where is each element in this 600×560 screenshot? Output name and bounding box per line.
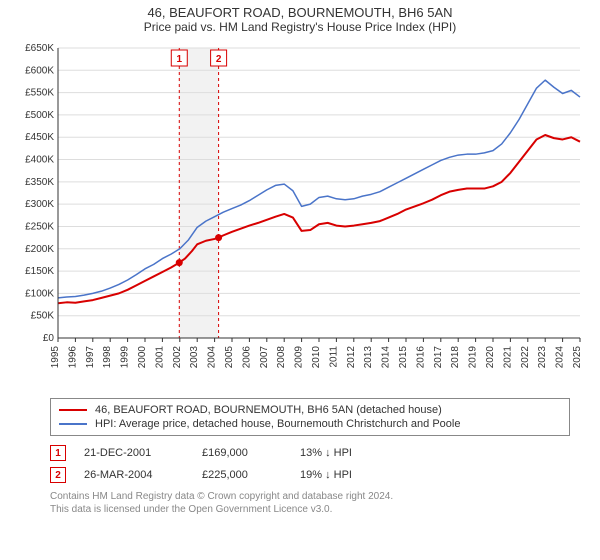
svg-text:2025: 2025 — [572, 346, 583, 369]
svg-text:2016: 2016 — [415, 346, 426, 369]
svg-text:2009: 2009 — [294, 346, 305, 369]
svg-text:1999: 1999 — [120, 346, 131, 369]
svg-text:2010: 2010 — [311, 346, 322, 369]
svg-text:1: 1 — [176, 54, 182, 65]
sale-badge: 1 — [50, 445, 66, 461]
svg-text:2014: 2014 — [381, 346, 392, 369]
svg-text:2005: 2005 — [224, 346, 235, 369]
svg-text:2003: 2003 — [189, 346, 200, 369]
legend-row: HPI: Average price, detached house, Bour… — [59, 417, 561, 431]
svg-text:2021: 2021 — [502, 346, 513, 369]
svg-text:£50K: £50K — [31, 311, 55, 322]
svg-text:2012: 2012 — [346, 346, 357, 369]
legend-row: 46, BEAUFORT ROAD, BOURNEMOUTH, BH6 5AN … — [59, 403, 561, 417]
svg-text:£550K: £550K — [25, 88, 54, 99]
svg-text:1995: 1995 — [50, 346, 61, 369]
sale-row: 2 26-MAR-2004 £225,000 19% ↓ HPI — [50, 464, 570, 486]
svg-text:2002: 2002 — [172, 346, 183, 369]
legend-label: 46, BEAUFORT ROAD, BOURNEMOUTH, BH6 5AN … — [95, 404, 442, 416]
svg-text:2000: 2000 — [137, 346, 148, 369]
footer-attribution: Contains HM Land Registry data © Crown c… — [50, 490, 570, 516]
legend-label: HPI: Average price, detached house, Bour… — [95, 418, 460, 430]
sale-date: 21-DEC-2001 — [84, 447, 184, 459]
sale-row: 1 21-DEC-2001 £169,000 13% ↓ HPI — [50, 442, 570, 464]
sale-price: £225,000 — [202, 469, 282, 481]
footer-line-2: This data is licensed under the Open Gov… — [50, 503, 570, 516]
svg-text:£0: £0 — [43, 333, 55, 344]
svg-text:£250K: £250K — [25, 221, 54, 232]
svg-text:2011: 2011 — [328, 346, 339, 368]
sale-price: £169,000 — [202, 447, 282, 459]
svg-text:2001: 2001 — [154, 346, 165, 369]
svg-text:2024: 2024 — [555, 346, 566, 369]
svg-text:£300K: £300K — [25, 199, 54, 210]
svg-text:1997: 1997 — [85, 346, 96, 369]
line-chart-svg: £0 £50K £100K £150K £200K £250K £300K £350K £400… — [10, 38, 590, 388]
svg-text:£200K: £200K — [25, 244, 54, 255]
svg-text:2: 2 — [216, 54, 222, 65]
svg-text:1996: 1996 — [67, 346, 78, 369]
svg-text:2006: 2006 — [241, 346, 252, 369]
title-block: 46, BEAUFORT ROAD, BOURNEMOUTH, BH6 5AN … — [10, 5, 590, 34]
footer-line-1: Contains HM Land Registry data © Crown c… — [50, 490, 570, 503]
svg-text:2023: 2023 — [537, 346, 548, 369]
svg-text:2007: 2007 — [259, 346, 270, 369]
svg-text:2022: 2022 — [520, 346, 531, 369]
chart-subtitle: Price paid vs. HM Land Registry's House … — [10, 20, 590, 34]
sale-hpi-diff: 13% ↓ HPI — [300, 447, 400, 459]
svg-text:2004: 2004 — [207, 346, 218, 369]
svg-text:1998: 1998 — [102, 346, 113, 369]
legend-box: 46, BEAUFORT ROAD, BOURNEMOUTH, BH6 5AN … — [50, 398, 570, 436]
chart-title: 46, BEAUFORT ROAD, BOURNEMOUTH, BH6 5AN — [10, 5, 590, 20]
svg-text:£100K: £100K — [25, 288, 54, 299]
svg-text:2017: 2017 — [433, 346, 444, 369]
sales-table: 1 21-DEC-2001 £169,000 13% ↓ HPI 2 26-MAR-200… — [50, 442, 570, 486]
sale-hpi-diff: 19% ↓ HPI — [300, 469, 400, 481]
svg-text:2020: 2020 — [485, 346, 496, 369]
svg-text:2018: 2018 — [450, 346, 461, 369]
sale-date: 26-MAR-2004 — [84, 469, 184, 481]
svg-text:2013: 2013 — [363, 346, 374, 369]
svg-text:£350K: £350K — [25, 177, 54, 188]
chart-area: £0 £50K £100K £150K £200K £250K £300K £350K £400… — [10, 38, 590, 388]
svg-text:£650K: £650K — [25, 43, 54, 54]
svg-text:2015: 2015 — [398, 346, 409, 369]
svg-text:£150K: £150K — [25, 266, 54, 277]
svg-text:£500K: £500K — [25, 110, 54, 121]
svg-text:2008: 2008 — [276, 346, 287, 369]
legend-swatch — [59, 423, 87, 425]
svg-text:£600K: £600K — [25, 65, 54, 76]
svg-text:£450K: £450K — [25, 132, 54, 143]
sale-badge: 2 — [50, 467, 66, 483]
svg-text:£400K: £400K — [25, 155, 54, 166]
svg-text:2019: 2019 — [468, 346, 479, 369]
chart-container: 46, BEAUFORT ROAD, BOURNEMOUTH, BH6 5AN … — [0, 0, 600, 516]
legend-swatch — [59, 409, 87, 411]
